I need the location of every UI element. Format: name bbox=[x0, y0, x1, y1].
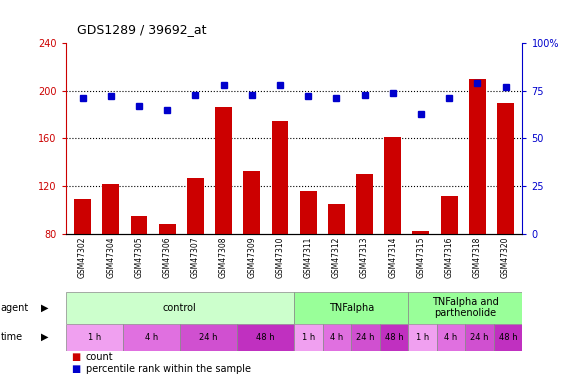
Text: 48 h: 48 h bbox=[499, 333, 517, 342]
Bar bbox=[441, 195, 457, 234]
Text: 24 h: 24 h bbox=[356, 333, 375, 342]
Bar bbox=[328, 204, 345, 234]
Text: TNFalpha: TNFalpha bbox=[328, 303, 374, 313]
Text: control: control bbox=[163, 303, 197, 313]
Text: 48 h: 48 h bbox=[256, 333, 275, 342]
Text: 24 h: 24 h bbox=[471, 333, 489, 342]
Text: percentile rank within the sample: percentile rank within the sample bbox=[86, 364, 251, 374]
Text: 4 h: 4 h bbox=[444, 333, 458, 342]
Text: time: time bbox=[1, 332, 23, 342]
Bar bbox=[74, 199, 91, 234]
Text: 1 h: 1 h bbox=[87, 333, 101, 342]
Bar bbox=[243, 171, 260, 234]
Bar bbox=[300, 191, 317, 234]
Text: 48 h: 48 h bbox=[385, 333, 403, 342]
Text: count: count bbox=[86, 352, 113, 363]
Text: ■: ■ bbox=[71, 364, 81, 374]
Bar bbox=[66, 292, 294, 324]
Bar bbox=[437, 324, 465, 351]
Bar bbox=[351, 324, 380, 351]
Bar bbox=[294, 292, 408, 324]
Text: 1 h: 1 h bbox=[416, 333, 429, 342]
Bar bbox=[412, 231, 429, 234]
Text: ▶: ▶ bbox=[41, 332, 49, 342]
Bar bbox=[237, 324, 294, 351]
Bar bbox=[66, 324, 123, 351]
Text: ■: ■ bbox=[71, 352, 81, 363]
Bar bbox=[323, 324, 351, 351]
Bar bbox=[384, 137, 401, 234]
Text: 4 h: 4 h bbox=[144, 333, 158, 342]
Bar bbox=[102, 184, 119, 234]
Bar bbox=[497, 103, 514, 234]
Bar bbox=[215, 107, 232, 234]
Text: 24 h: 24 h bbox=[199, 333, 218, 342]
Bar bbox=[469, 79, 486, 234]
Text: 4 h: 4 h bbox=[330, 333, 344, 342]
Bar bbox=[123, 324, 180, 351]
Text: 1 h: 1 h bbox=[301, 333, 315, 342]
Bar bbox=[131, 216, 147, 234]
Bar bbox=[180, 324, 237, 351]
Bar bbox=[356, 174, 373, 234]
Text: TNFalpha and
parthenolide: TNFalpha and parthenolide bbox=[432, 297, 498, 318]
Bar bbox=[294, 324, 323, 351]
Bar bbox=[494, 324, 522, 351]
Bar bbox=[380, 324, 408, 351]
Text: GDS1289 / 39692_at: GDS1289 / 39692_at bbox=[77, 22, 207, 36]
Text: ▶: ▶ bbox=[41, 303, 49, 313]
Text: agent: agent bbox=[1, 303, 29, 313]
Bar bbox=[408, 292, 522, 324]
Bar bbox=[271, 120, 288, 234]
Bar bbox=[187, 178, 204, 234]
Bar bbox=[408, 324, 437, 351]
Bar bbox=[465, 324, 494, 351]
Bar bbox=[159, 224, 176, 234]
